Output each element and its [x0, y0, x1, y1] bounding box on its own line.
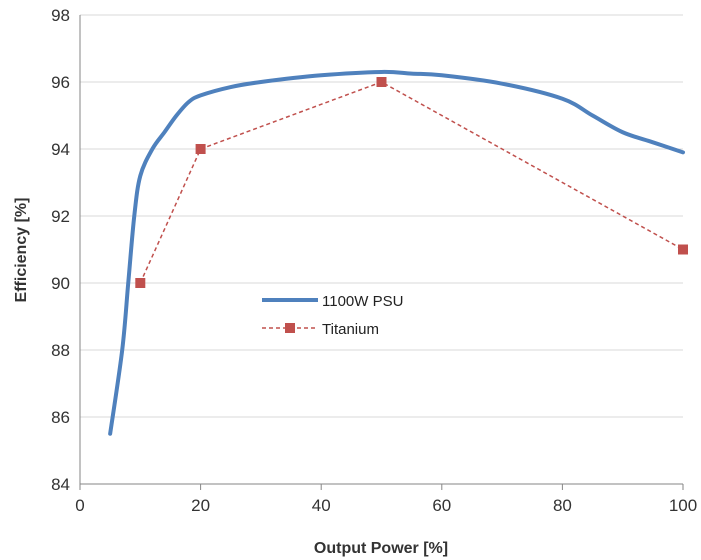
x-tick-label-0: 0 — [75, 496, 84, 515]
x-axis-title: Output Power [%] — [314, 540, 448, 557]
legend-label-titanium: Titanium — [322, 321, 379, 338]
legend-marker-titanium — [285, 323, 295, 333]
x-tick-label-80: 80 — [553, 496, 572, 515]
data-point-titanium-50 — [376, 77, 387, 87]
series-line-1100w-psu — [108, 69, 685, 436]
data-point-titanium-100 — [678, 244, 688, 255]
data-point-titanium-20 — [195, 144, 206, 154]
series-group — [108, 69, 688, 436]
y-tick-label-98: 98 — [51, 6, 70, 25]
tick-labels: 84 86 88 90 92 94 96 98 0 20 40 60 80 100 — [51, 6, 697, 515]
y-tick-label-92: 92 — [51, 207, 70, 226]
x-tick-label-20: 20 — [191, 496, 210, 515]
x-tick-label-40: 40 — [312, 496, 331, 515]
x-tick-label-100: 100 — [669, 496, 697, 515]
y-axis-title: Efficiency [%] — [13, 198, 30, 303]
series-line-titanium — [139, 81, 684, 284]
data-point-titanium-10 — [135, 278, 146, 288]
legend: 1100W PSU Titanium — [262, 293, 403, 338]
legend-label-1100w-psu: 1100W PSU — [322, 293, 403, 310]
y-tick-label-86: 86 — [51, 408, 70, 427]
y-tick-label-88: 88 — [51, 341, 70, 360]
y-tick-label-96: 96 — [51, 73, 70, 92]
y-tick-label-94: 94 — [51, 140, 70, 159]
axes — [79, 15, 684, 490]
y-tick-label-84: 84 — [51, 475, 70, 494]
y-tick-label-90: 90 — [51, 274, 70, 293]
x-tick-label-60: 60 — [432, 496, 451, 515]
